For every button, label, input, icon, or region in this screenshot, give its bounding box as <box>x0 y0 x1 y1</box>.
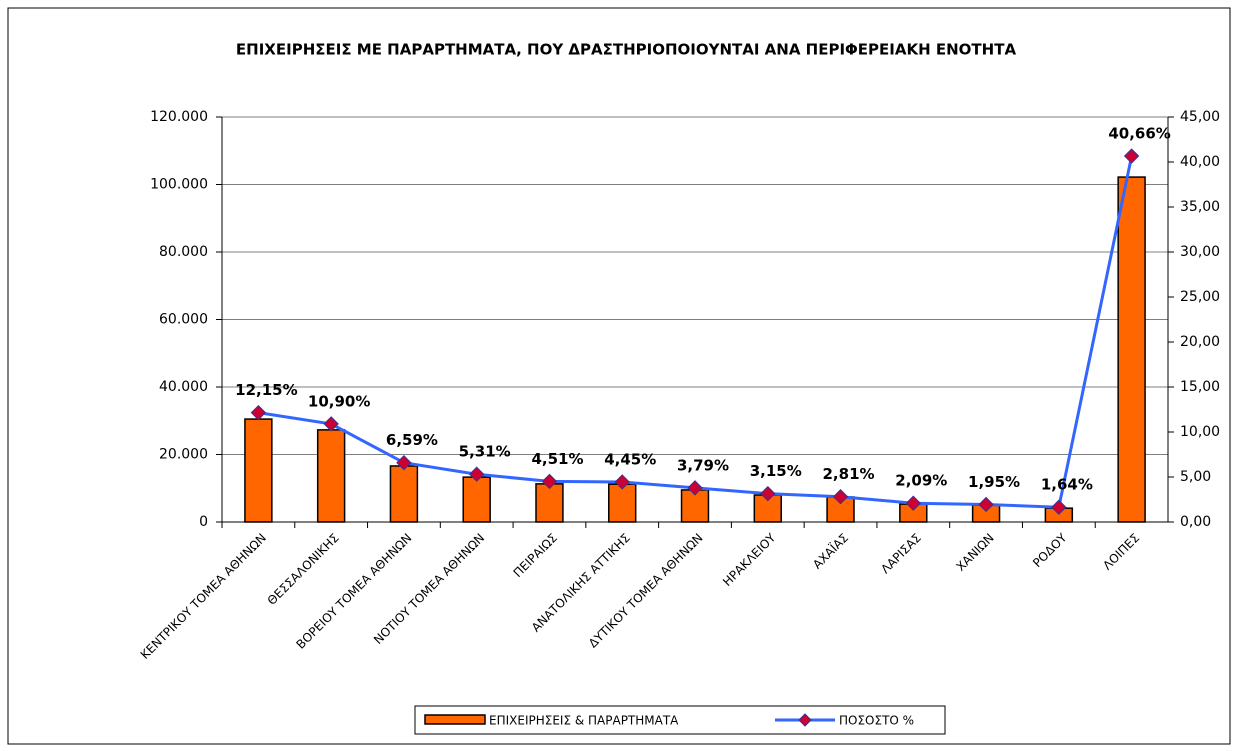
marker <box>468 466 485 482</box>
bar <box>462 476 491 523</box>
marker <box>905 495 922 511</box>
marker <box>396 454 412 471</box>
marker <box>978 496 994 513</box>
y-tick-label: 0 <box>199 514 208 530</box>
y2-tick-label: 20,00 <box>1180 334 1220 350</box>
marker <box>687 480 703 496</box>
y-tick-label: 100.000 <box>150 177 208 193</box>
legend-box <box>414 705 946 735</box>
marker <box>1051 499 1067 515</box>
legend-swatch <box>424 714 486 725</box>
marker <box>541 473 558 490</box>
y2-tick-label: 5,00 <box>1180 469 1211 485</box>
y2-tick-label: 10,00 <box>1180 424 1220 440</box>
y-tick-label: 60.000 <box>159 312 208 328</box>
legend-label: ΕΠΙΧΕΙΡΗΣΕΙΣ & ΠΑΡΑΡΤΗΜΑΤΑ <box>489 714 679 728</box>
marker <box>614 474 630 490</box>
y2-tick-label: 30,00 <box>1180 244 1220 260</box>
value-label: 4,45% <box>604 450 656 468</box>
value-label: 12,15% <box>235 381 297 399</box>
value-label: 3,79% <box>677 456 729 474</box>
y2-tick-label: 40,00 <box>1180 154 1220 170</box>
value-label: 4,51% <box>531 450 583 468</box>
value-label: 3,15% <box>750 462 802 480</box>
y2-tick-label: 0,00 <box>1180 514 1211 530</box>
bar <box>316 429 346 523</box>
marker <box>323 416 339 432</box>
value-label: 10,90% <box>308 392 370 410</box>
y-tick-label: 80.000 <box>159 244 208 260</box>
marker <box>1123 148 1140 164</box>
chart-border <box>7 7 1231 745</box>
y2-tick-label: 25,00 <box>1180 289 1220 305</box>
value-label: 2,09% <box>895 472 947 490</box>
marker <box>250 404 267 421</box>
marker <box>832 489 849 505</box>
bar <box>535 483 564 523</box>
bar <box>1117 176 1146 523</box>
value-label: 6,59% <box>386 431 438 449</box>
value-label: 40,66% <box>1108 125 1170 143</box>
bar <box>608 483 637 523</box>
value-label: 1,64% <box>1041 476 1093 494</box>
y2-tick-label: 35,00 <box>1180 199 1220 215</box>
value-label: 1,95% <box>968 473 1020 491</box>
marker <box>760 485 776 502</box>
chart-title: ΕΠΙΧΕΙΡΗΣΕΙΣ ΜΕ ΠΑΡΑΡΤΗΜΑΤΑ, ΠΟΥ ΔΡΑΣΤΗΡ… <box>236 41 1017 59</box>
y-tick-label: 40.000 <box>159 379 208 395</box>
y2-tick-label: 45,00 <box>1180 109 1220 125</box>
bar <box>244 418 273 523</box>
y-tick-label: 120.000 <box>150 109 208 125</box>
value-label: 5,31% <box>459 443 511 461</box>
y-tick-label: 20.000 <box>159 447 208 463</box>
value-label: 2,81% <box>823 465 875 483</box>
bar <box>389 465 419 523</box>
legend-marker <box>798 713 812 727</box>
y2-tick-label: 15,00 <box>1180 379 1220 395</box>
legend-label: ΠΟΣΟΣΤΟ % <box>839 714 914 728</box>
